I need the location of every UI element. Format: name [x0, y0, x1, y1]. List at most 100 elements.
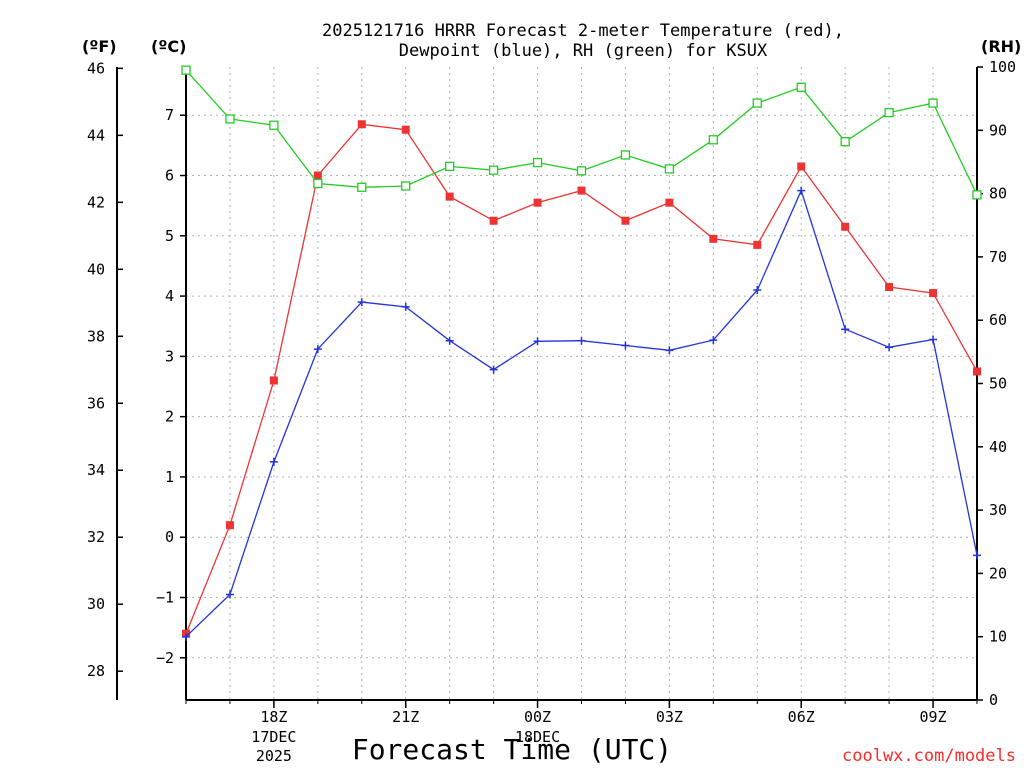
dewpoint-point [533, 337, 542, 346]
rh-point [972, 190, 982, 200]
rh-tick-label: 80 [989, 185, 1007, 203]
time-tick-label: 00Z [524, 708, 551, 726]
temperature-point [445, 192, 454, 201]
dewpoint-point [665, 346, 674, 355]
dewpoint-point [269, 457, 278, 466]
fahrenheit-tick-label: 42 [87, 193, 105, 211]
celsius-tick-label: 2 [165, 408, 174, 426]
time-tick-label: 18Z [260, 708, 287, 726]
temperature-point [929, 289, 938, 298]
rh-point [664, 164, 675, 174]
rh-tick-label: 70 [989, 248, 1007, 266]
rh-point [796, 82, 806, 92]
dewpoint-point [445, 336, 454, 345]
rh-point [532, 157, 543, 168]
rh-point [752, 98, 762, 108]
rh-point [576, 166, 587, 176]
fahrenheit-tick-label: 30 [87, 595, 105, 613]
time-tick-label: 21Z [392, 708, 419, 726]
fahrenheit-tick-label: 44 [87, 126, 105, 144]
dewpoint-point [577, 336, 586, 345]
fahrenheit-tick-label: 38 [87, 327, 105, 345]
celsius-tick-label: 1 [165, 468, 174, 486]
time-tick-label: 03Z [656, 708, 683, 726]
dewpoint-point [753, 286, 762, 295]
temperature-point [401, 125, 410, 134]
x-axis-title: Forecast Time (UTC) [352, 733, 672, 766]
celsius-tick-label: 3 [165, 347, 174, 365]
temperature-point [841, 222, 850, 231]
axes: −2−1012345672830323436384042444601020304… [87, 58, 1016, 765]
dewpoint-point [841, 325, 850, 334]
fahrenheit-tick-label: 46 [87, 59, 105, 77]
dewpoint-point [225, 590, 234, 599]
dewpoint-point [885, 343, 894, 352]
temperature-point [313, 171, 322, 180]
temperature-point [533, 198, 542, 207]
chart-title-line-2: Dewpoint (blue), RH (green) for KSUX [399, 41, 768, 61]
dewpoint-point [621, 341, 630, 350]
rh-tick-label: 40 [989, 438, 1007, 456]
celsius-tick-label: 4 [165, 287, 174, 305]
dewpoint-point [709, 336, 718, 345]
fahrenheit-unit-label: (ºF) [82, 37, 117, 56]
dewpoint-point [313, 345, 322, 354]
celsius-tick-label: −2 [156, 649, 174, 667]
celsius-tick-label: 6 [165, 167, 174, 185]
rh-point [181, 65, 191, 75]
rh-point [357, 182, 367, 192]
chart-title: 2025121716 HRRR Forecast 2-meter Tempera… [322, 21, 844, 61]
rh-point [488, 165, 499, 175]
time-tick-sublabel: 2025 [256, 747, 292, 765]
rh-tick-label: 100 [989, 58, 1016, 76]
temperature-point [709, 234, 718, 243]
dewpoint-point [489, 365, 498, 374]
dewpoint-point [797, 186, 806, 195]
dewpoint-point [182, 632, 190, 641]
dewpoint-point [357, 298, 366, 307]
time-tick-label: 09Z [920, 708, 947, 726]
rh-tick-label: 20 [989, 564, 1007, 582]
temperature-point [797, 162, 806, 171]
rh-point [928, 98, 938, 108]
fahrenheit-tick-label: 40 [87, 260, 105, 278]
dewpoint-line [185, 188, 978, 638]
celsius-unit-label: (ºC) [151, 37, 186, 56]
rh-point [401, 181, 411, 191]
fahrenheit-tick-label: 34 [87, 461, 105, 479]
temperature-point [357, 120, 366, 129]
temperature-point [621, 216, 630, 225]
temperature-point [885, 283, 894, 292]
rh-point [620, 150, 631, 160]
temperature-point [489, 216, 498, 225]
time-tick-label: 06Z [788, 708, 815, 726]
rh-point [708, 135, 718, 145]
chart-title-line-1: 2025121716 HRRR Forecast 2-meter Tempera… [322, 21, 844, 41]
rh-point [313, 178, 323, 189]
rh-point [225, 114, 235, 124]
time-tick-sublabel: 17DEC [251, 728, 296, 746]
dewpoint-point [929, 335, 938, 344]
fahrenheit-tick-label: 28 [87, 662, 105, 680]
rh-point [445, 161, 455, 172]
rh-tick-label: 0 [989, 691, 998, 709]
data-series [181, 65, 982, 641]
rh-unit-label: (RH) [981, 37, 1021, 56]
rh-tick-label: 30 [989, 501, 1007, 519]
temperature-point [973, 367, 981, 376]
celsius-tick-label: 7 [165, 106, 174, 124]
temperature-point [577, 186, 586, 195]
fahrenheit-tick-label: 32 [87, 528, 105, 546]
dewpoint-point [401, 302, 410, 311]
rh-tick-label: 90 [989, 121, 1007, 139]
celsius-tick-label: 0 [165, 528, 174, 546]
rh-point [840, 137, 850, 147]
credit-text: coolwx.com/models [842, 746, 1016, 766]
temperature-point [225, 521, 234, 530]
celsius-tick-label: −1 [156, 589, 174, 607]
rh-tick-label: 50 [989, 375, 1007, 393]
celsius-tick-label: 5 [165, 227, 174, 245]
dewpoint-point [973, 551, 981, 560]
